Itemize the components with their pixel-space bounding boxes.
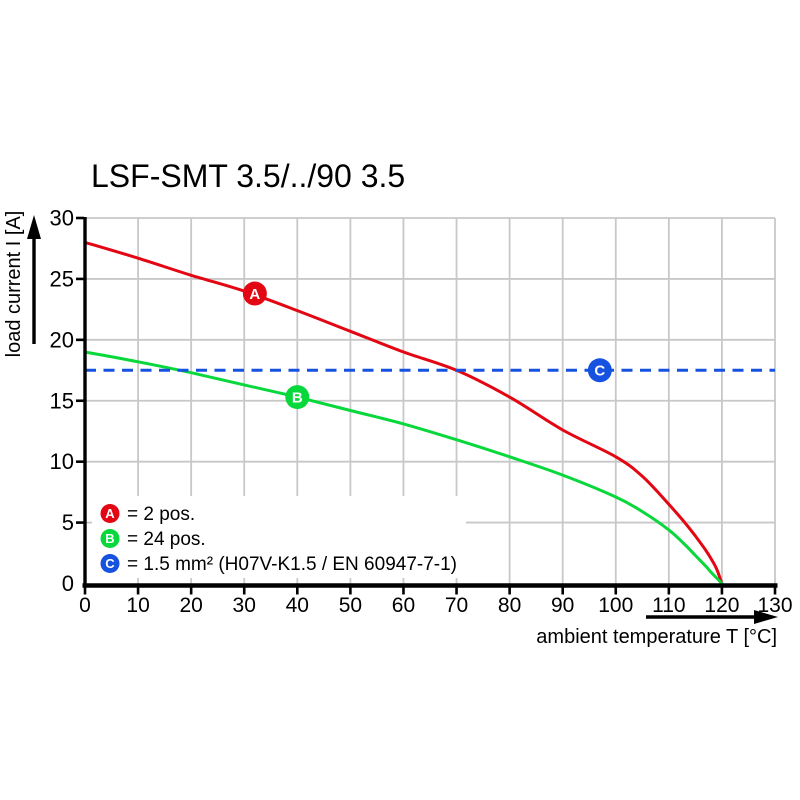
x-tick-label: 20 <box>179 594 202 617</box>
y-tick-label: 15 <box>50 388 74 413</box>
x-tick-label: 70 <box>445 594 468 617</box>
y-axis-arrow-icon <box>27 215 41 239</box>
marker-c: C <box>587 358 612 383</box>
x-axis-title-group: ambient temperature T [°C] <box>536 610 778 648</box>
x-tick-label: 80 <box>498 594 521 617</box>
x-tick-label: 60 <box>392 594 415 617</box>
legend-background <box>92 496 466 578</box>
x-tick-label: 90 <box>551 594 574 617</box>
marker-b: B <box>285 385 310 410</box>
y-tick-label: 10 <box>50 449 74 474</box>
marker-c-circle-icon <box>587 358 612 383</box>
legend-label: = 2 pos. <box>127 504 195 525</box>
legend-marker-letter: A <box>105 506 115 521</box>
x-tick-label: 30 <box>233 594 256 617</box>
marker-letter: A <box>249 286 260 303</box>
x-tick-label: 130 <box>757 594 792 617</box>
x-axis-title: ambient temperature T [°C] <box>536 626 777 648</box>
marker-a: A <box>242 281 267 306</box>
y-tick-label: 30 <box>50 206 74 231</box>
y-tick-label: 25 <box>50 266 74 291</box>
marker-letter: B <box>292 389 303 406</box>
x-tick-label: 0 <box>79 594 91 617</box>
legend-item: B = 24 pos. <box>100 529 206 550</box>
x-tick-label: 50 <box>339 594 362 617</box>
curve-b <box>83 350 724 585</box>
legend-item: C = 1.5 mm² (H07V-K1.5 / EN 60947-7-1) <box>100 554 457 575</box>
legend-marker-b-icon <box>100 529 120 548</box>
y-axis-title: load current I [A] <box>3 211 25 358</box>
legend-marker-letter: B <box>105 531 114 546</box>
x-tick-label: 10 <box>126 594 149 617</box>
legend-item: A = 2 pos. <box>100 504 195 525</box>
x-axis-arrow-icon <box>754 610 778 624</box>
marker-letter: C <box>594 363 605 380</box>
legend-marker-letter: C <box>105 556 115 571</box>
x-tick-label: 100 <box>598 594 633 617</box>
legend-label: = 24 pos. <box>127 529 206 550</box>
legend-marker-c-icon <box>100 554 120 573</box>
marker-b-circle-icon <box>285 385 310 410</box>
y-tick-label: 5 <box>62 510 74 535</box>
y-axis-title-group: load current I [A] <box>3 211 41 358</box>
legend: A = 2 pos. B = 24 pos. C = 1.5 mm² (H07V-K1.5… <box>92 496 466 578</box>
legend-label: = 1.5 mm² (H07V-K1.5 / EN 60947-7-1) <box>127 554 457 575</box>
legend-marker-a-icon <box>100 504 120 523</box>
chart-title: LSF-SMT 3.5/../90 3.5 <box>91 158 406 194</box>
axis-ticks: 0 5 10 15 20 25 30 0 10 20 30 40 50 60 70 80 90 100 110 120… <box>50 206 793 618</box>
marker-a-circle-icon <box>242 281 267 306</box>
x-tick-label: 40 <box>286 594 309 617</box>
y-tick-label: 20 <box>50 327 74 352</box>
y-tick-label: 0 <box>62 571 74 596</box>
x-tick-label: 120 <box>704 594 739 617</box>
x-tick-label: 110 <box>652 594 685 617</box>
